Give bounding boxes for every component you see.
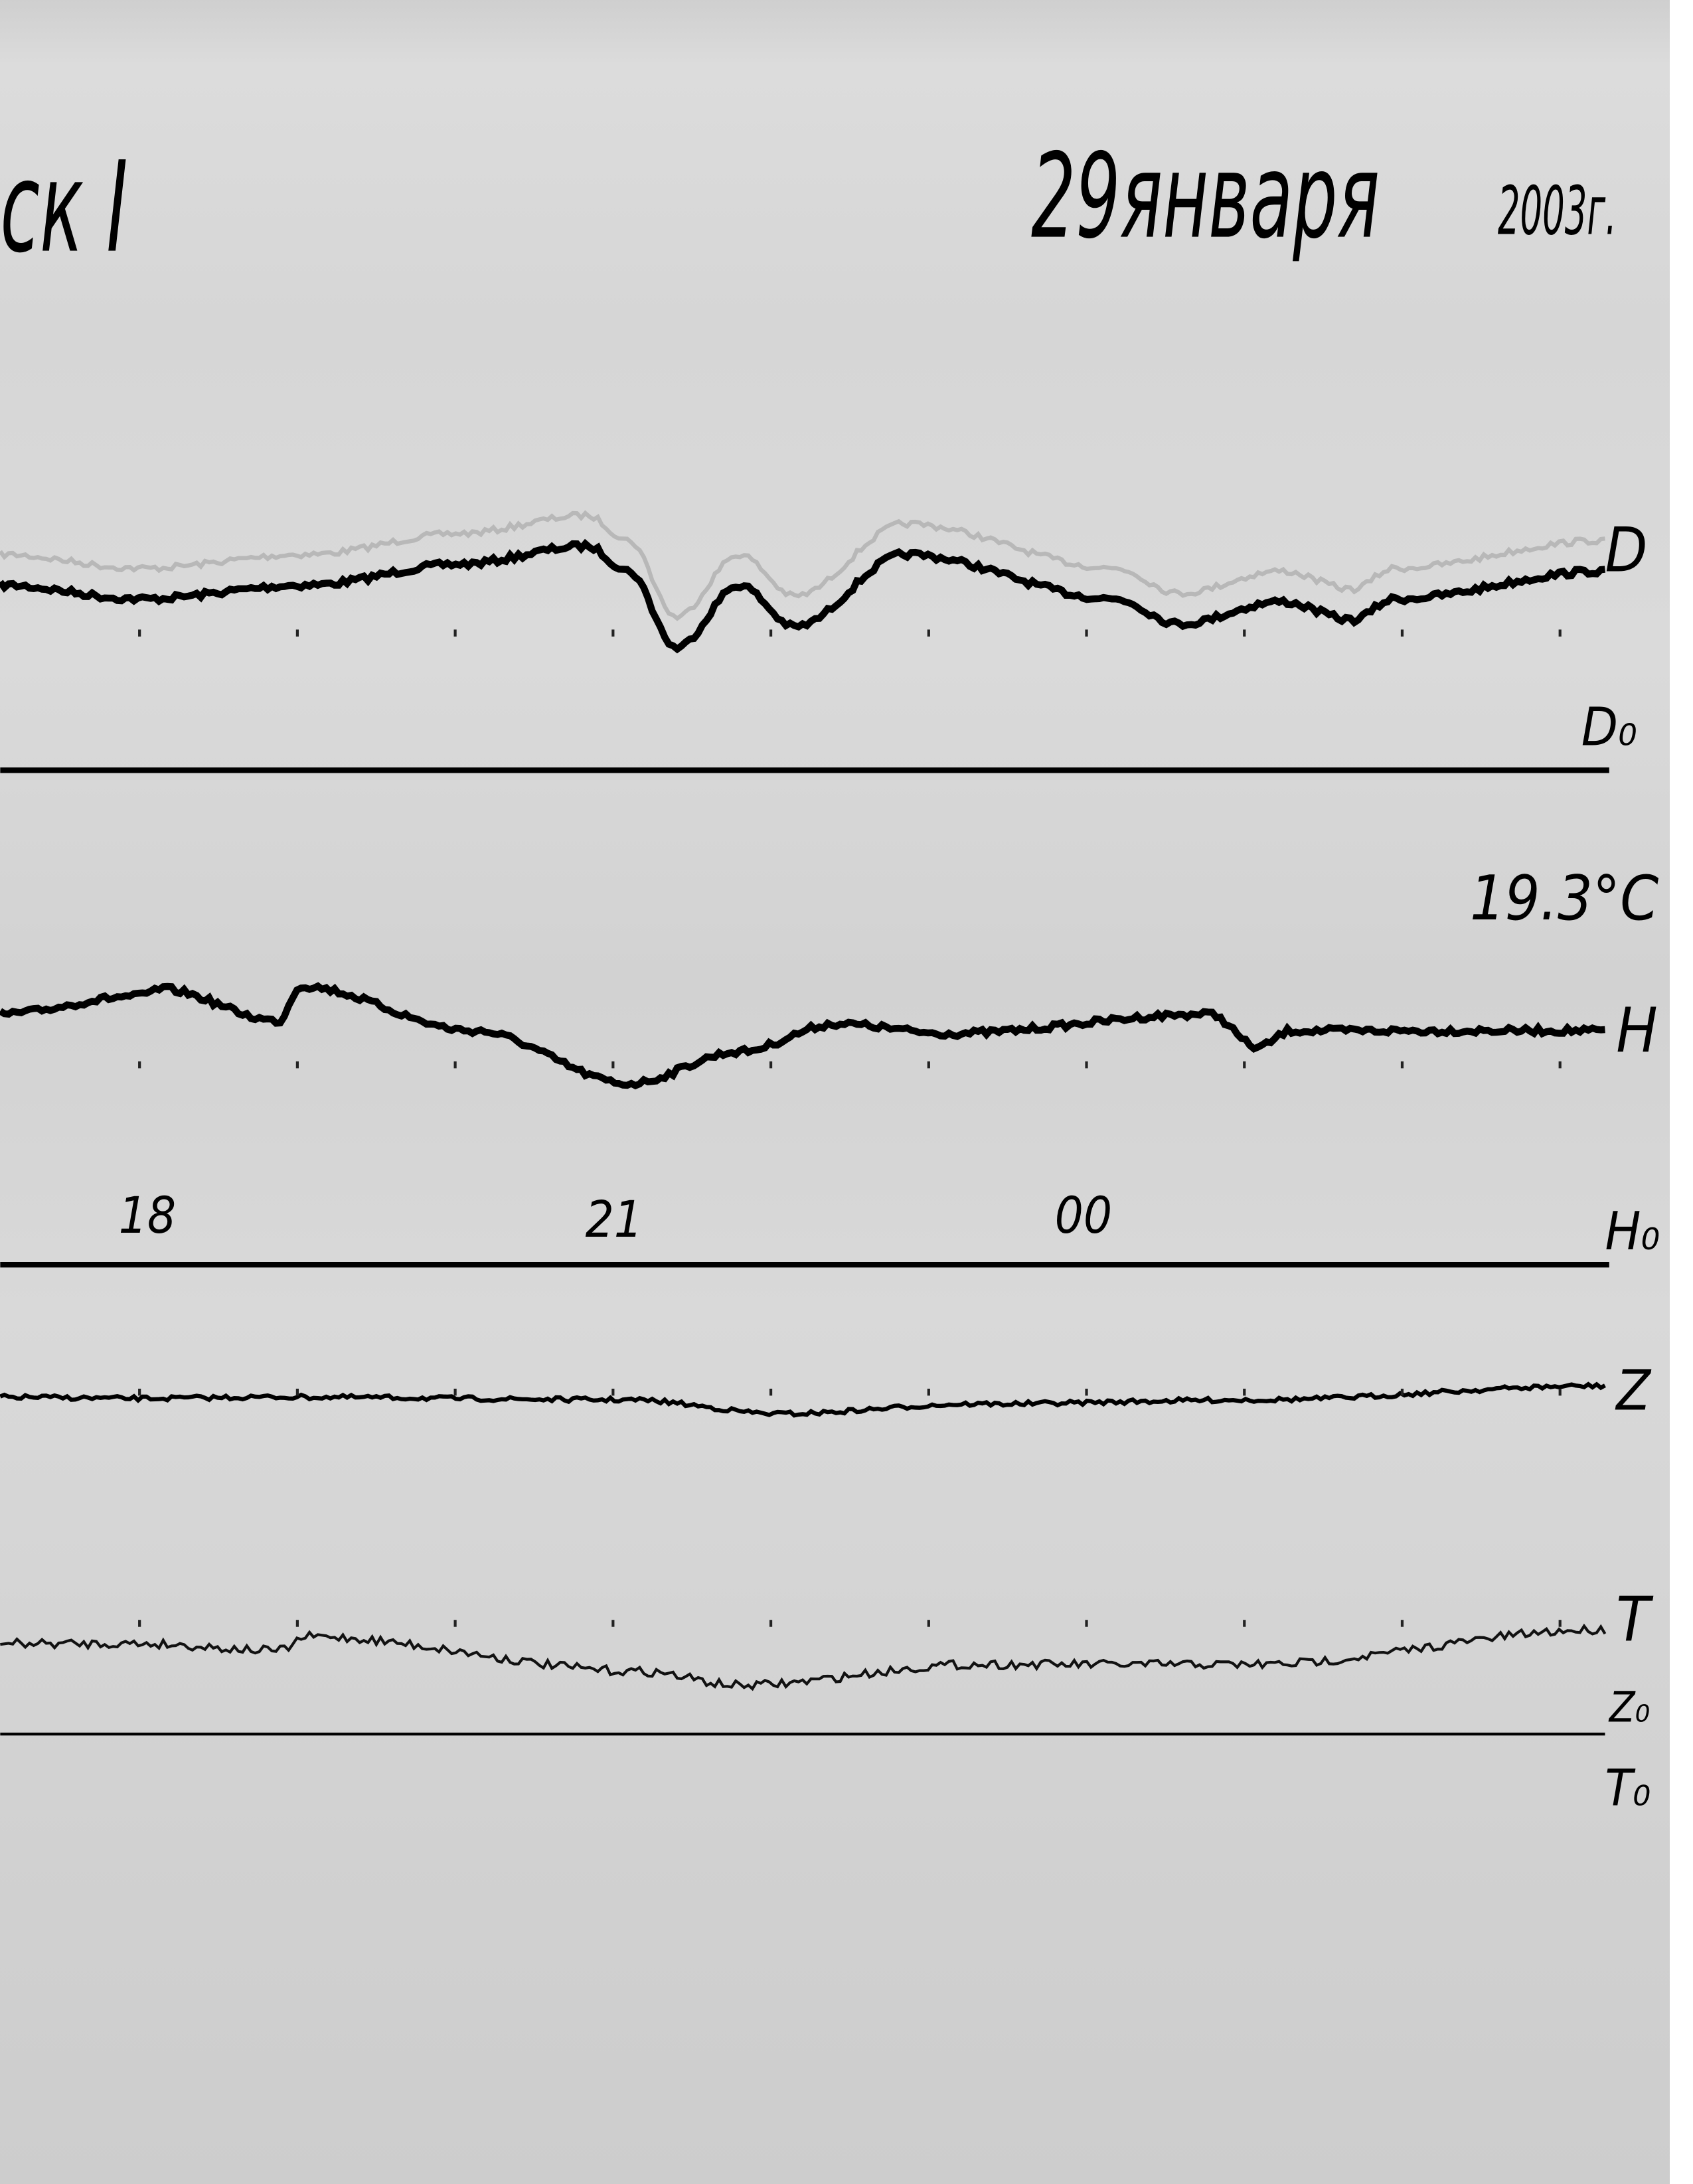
trace-D-shadow <box>0 510 1605 621</box>
time-label-00: 00 <box>1055 1186 1112 1245</box>
hour-mark <box>1085 1388 1088 1396</box>
hour-mark <box>1243 629 1246 637</box>
hour-mark <box>1558 1388 1562 1396</box>
hour-mark <box>927 1061 930 1069</box>
hour-mark <box>927 1388 930 1396</box>
hour-mark <box>1400 1388 1404 1396</box>
label-D0: D₀ <box>1581 696 1637 758</box>
hour-mark <box>1243 1388 1246 1396</box>
label-Z0: Z₀ <box>1608 1683 1650 1731</box>
hour-mark <box>1558 629 1562 637</box>
hour-mark <box>138 1620 141 1627</box>
hour-mark <box>769 629 773 637</box>
hour-mark <box>295 1620 299 1627</box>
label-T0: T₀ <box>1605 1758 1651 1817</box>
label-T: T <box>1616 1584 1654 1656</box>
time-label-21: 21 <box>586 1190 643 1249</box>
hour-mark <box>927 1620 930 1627</box>
hour-mark <box>769 1620 773 1627</box>
hour-mark <box>1400 1620 1404 1627</box>
hour-mark <box>138 629 141 637</box>
label-Z: Z <box>1615 1358 1652 1423</box>
hour-mark <box>295 629 299 637</box>
year-label: 2003г. <box>1498 173 1617 250</box>
hour-mark <box>453 629 457 637</box>
hour-mark <box>611 1061 615 1069</box>
temperature-label: 19.3°C <box>1470 862 1658 934</box>
hour-mark <box>611 629 615 637</box>
hour-mark <box>611 1620 615 1627</box>
date-label: 29января <box>1031 129 1380 265</box>
label-D: D <box>1605 514 1647 585</box>
hour-mark <box>1400 1061 1404 1069</box>
hour-mark <box>1558 1620 1562 1627</box>
hour-mark <box>1085 629 1088 637</box>
hour-mark <box>138 1061 141 1069</box>
station-label: ск I <box>0 135 127 281</box>
hour-mark <box>295 1388 299 1396</box>
hour-mark <box>1243 1620 1246 1627</box>
hour-mark <box>1085 1061 1088 1069</box>
hour-mark <box>1085 1620 1088 1627</box>
hour-marks <box>138 629 1562 1627</box>
hour-mark <box>1243 1061 1246 1069</box>
trace-H <box>0 982 1605 1090</box>
hour-mark <box>769 1061 773 1069</box>
trace-D <box>0 538 1605 654</box>
hour-mark <box>295 1061 299 1069</box>
hour-mark <box>927 629 930 637</box>
time-label-18: 18 <box>119 1186 176 1245</box>
hour-mark <box>138 1388 141 1396</box>
hour-mark <box>453 1620 457 1627</box>
hour-mark <box>453 1061 457 1069</box>
label-H0: H₀ <box>1605 1200 1660 1262</box>
trace-Z <box>0 1381 1606 1418</box>
hour-mark <box>453 1388 457 1396</box>
hour-mark <box>1400 629 1404 637</box>
hour-mark <box>611 1388 615 1396</box>
label-H: H <box>1616 994 1657 1066</box>
hour-mark <box>1558 1061 1562 1069</box>
hour-mark <box>769 1388 773 1396</box>
trace-T <box>0 1623 1607 1691</box>
